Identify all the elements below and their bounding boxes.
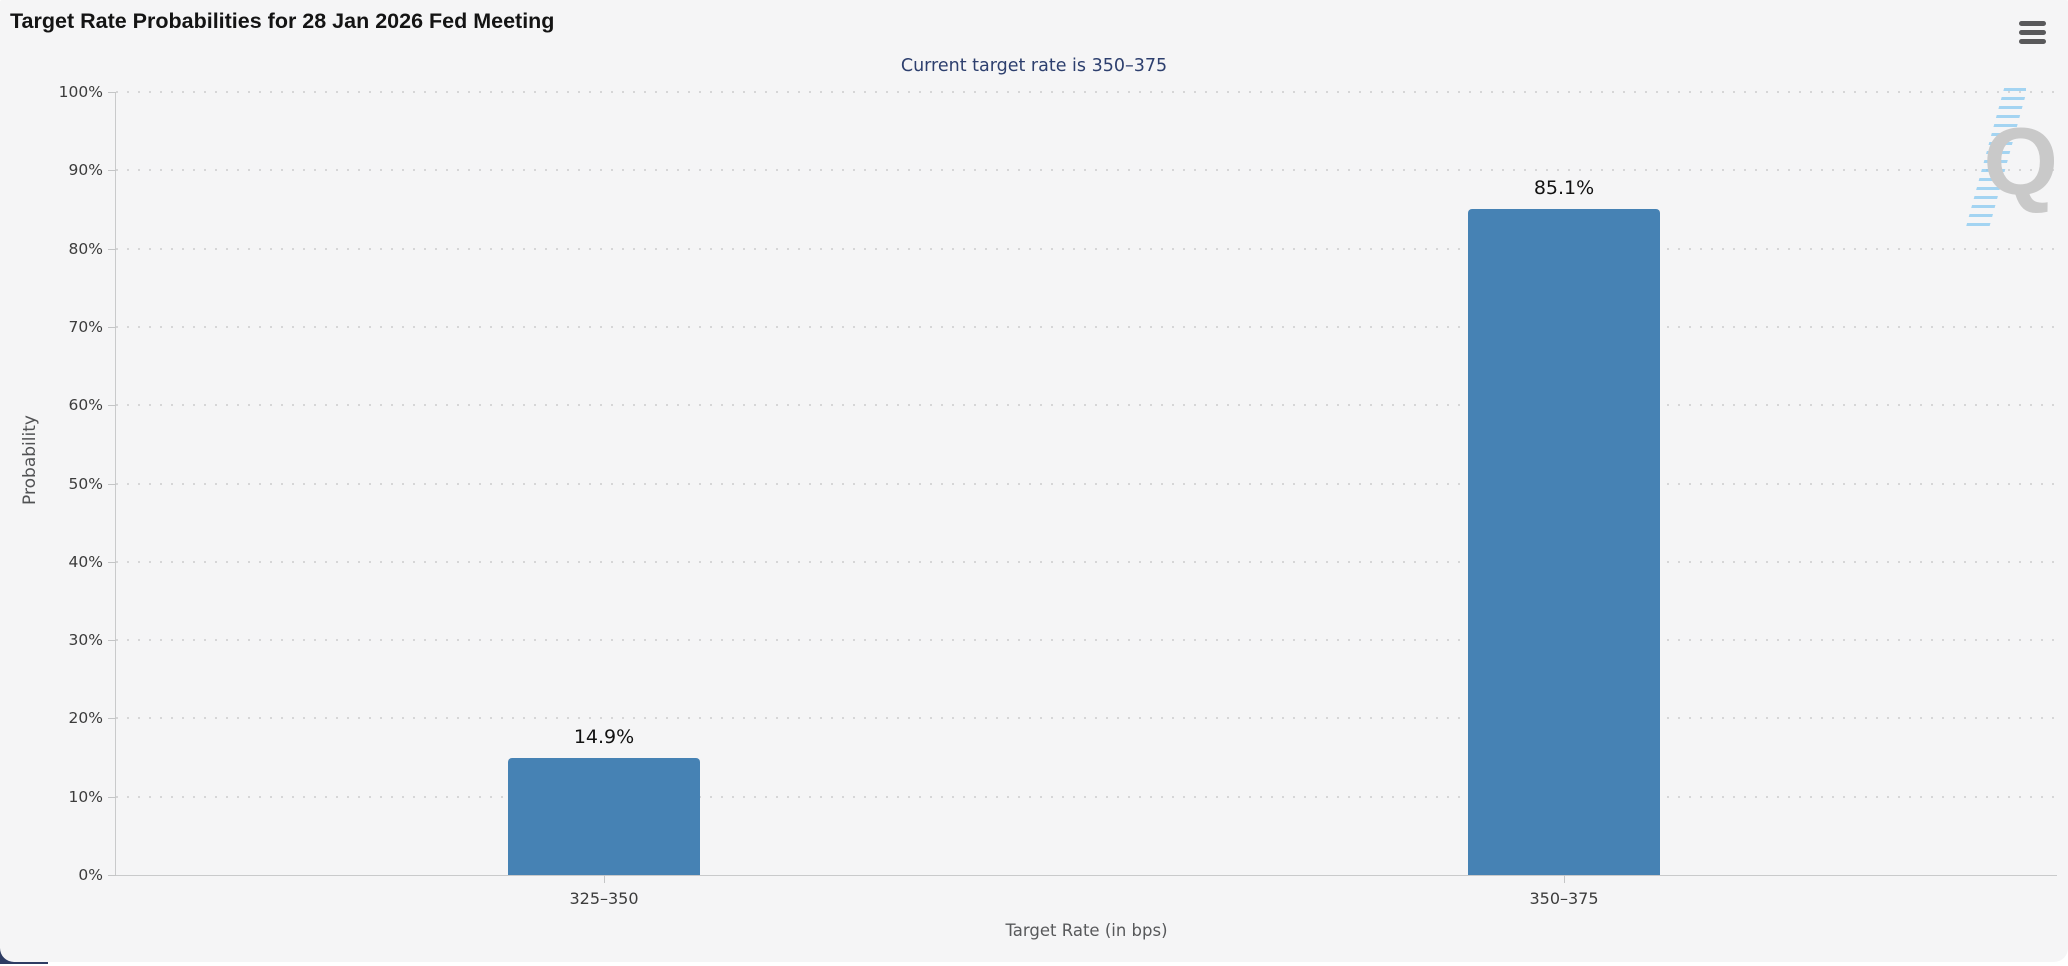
current-target-rate-subtitle: Current target rate is 350–375 <box>900 56 1168 76</box>
y-axis-tick <box>108 326 116 328</box>
y-axis-tick <box>108 405 116 407</box>
y-tick-label: 10% <box>68 787 103 806</box>
y-axis-tick <box>108 170 116 172</box>
gridline <box>116 639 2057 642</box>
x-axis-title: Target Rate (in bps) <box>1005 921 1168 940</box>
gridline <box>116 560 2057 563</box>
y-tick-label: 30% <box>68 631 103 650</box>
y-axis-title: Probability <box>20 415 40 505</box>
chart-menu-button[interactable] <box>2019 21 2046 44</box>
y-axis-tick <box>108 561 116 563</box>
gridline <box>116 247 2057 250</box>
y-axis-tick <box>108 483 116 485</box>
y-axis-tick <box>108 718 116 720</box>
y-tick-label: 70% <box>68 317 103 336</box>
x-axis-tick <box>604 875 605 883</box>
y-axis-tick <box>108 640 116 642</box>
y-axis-tick <box>108 796 116 798</box>
y-axis-tick <box>108 875 116 876</box>
y-axis-tick <box>108 248 116 250</box>
y-tick-label: 40% <box>68 552 103 571</box>
probability-bar[interactable] <box>508 758 700 875</box>
x-category-label: 350–375 <box>1529 889 1599 908</box>
y-tick-label: 0% <box>78 866 103 884</box>
gridline <box>116 482 2057 485</box>
probability-bar[interactable] <box>1468 208 1660 875</box>
y-tick-label: 20% <box>68 709 103 728</box>
gridline <box>116 325 2057 328</box>
gridline <box>116 91 2057 93</box>
y-tick-label: 60% <box>68 396 103 415</box>
gridline <box>116 717 2057 720</box>
gridline <box>116 795 2057 798</box>
plot-area: Target Rate (in bps) 0% 10% 20% 30% 40% 50% 60… <box>59 83 2057 940</box>
bar-value-label: 85.1% <box>1533 176 1595 199</box>
chart-title: Target Rate Probabilities for 28 Jan 202… <box>10 9 555 33</box>
y-axis-tick <box>108 92 116 93</box>
gridline <box>116 169 2057 172</box>
y-tick-label: 80% <box>68 239 103 258</box>
hamburger-menu-icon <box>2019 21 2046 26</box>
hamburger-menu-icon <box>2019 39 2046 44</box>
gridline <box>116 404 2057 407</box>
y-tick-label: 90% <box>68 161 103 180</box>
bar-value-label: 14.9% <box>573 726 635 749</box>
hamburger-menu-icon <box>2019 30 2046 35</box>
y-tick-label: 50% <box>68 474 103 493</box>
x-category-label: 325–350 <box>569 889 639 908</box>
y-tick-label: 100% <box>58 83 103 101</box>
x-axis-tick <box>1564 875 1565 883</box>
